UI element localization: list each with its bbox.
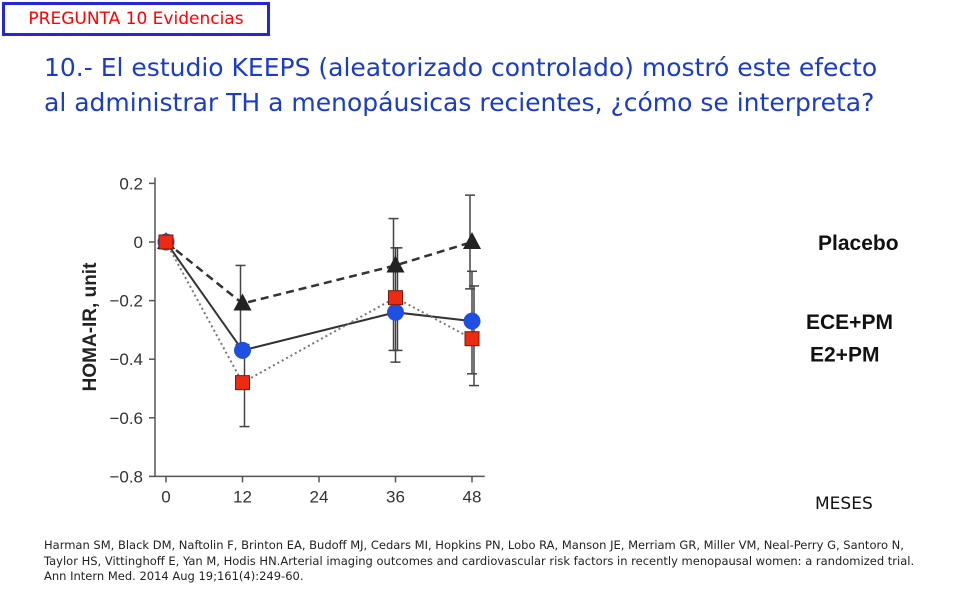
citation-line-2: Taylor HS, Vittinghoff E, Yan M, Hodis H…: [44, 553, 915, 568]
data-point-triangle: [386, 255, 405, 273]
x-tick-label: 0: [161, 487, 170, 506]
question-line-1: 10.- El estudio KEEPS (aleatorizado cont…: [44, 53, 878, 82]
y-tick-label: −0.6: [109, 409, 143, 428]
y-tick-label: −0.8: [109, 467, 143, 486]
series-line-ece-pm: [165, 241, 473, 352]
data-point-circle: [387, 303, 404, 321]
x-tick-label: 36: [386, 487, 405, 506]
citation: Harman SM, Black DM, Naftolin F, Brinton…: [44, 538, 924, 585]
series-line-e2-pm: [165, 241, 473, 385]
series-line-placebo: [165, 240, 473, 305]
x-tick-label: 12: [233, 487, 252, 506]
data-point-circle: [234, 341, 251, 359]
y-tick-label: −0.4: [109, 350, 143, 369]
x-unit-label: MESES: [815, 494, 873, 514]
data-point-triangle: [233, 293, 252, 311]
citation-line-3: Ann Intern Med. 2014 Aug 19;161(4):249-6…: [44, 569, 304, 583]
citation-line-1: Harman SM, Black DM, Naftolin F, Brinton…: [44, 538, 904, 552]
series-label: E2+PM: [810, 343, 879, 366]
question-line-2: al administrar TH a menopáusicas recient…: [44, 88, 875, 117]
y-tick-label: −0.2: [109, 292, 143, 311]
x-tick-label: 48: [463, 487, 482, 506]
series-label: ECE+PM: [806, 311, 893, 334]
data-point-square: [388, 290, 403, 306]
y-tick-label: 0: [134, 233, 143, 252]
y-tick-label: 0.2: [119, 174, 143, 193]
data-point-triangle: [463, 232, 481, 249]
y-axis-label: HOMA-IR, unit: [80, 262, 101, 391]
data-point-square: [464, 331, 480, 347]
series-label: Placebo: [818, 232, 899, 255]
homa-ir-chart: 0.2 0 −0.2 −0.4 −0.6 −0.8 0 12 24 36 48 HOMA-IR, un…: [80, 174, 899, 506]
question-tag: PREGUNTA 10 Evidencias: [2, 2, 270, 36]
data-point-circle: [463, 312, 481, 330]
data-point-square: [158, 234, 174, 250]
question-text: 10.- El estudio KEEPS (aleatorizado cont…: [44, 50, 944, 120]
data-point-square: [235, 375, 250, 391]
x-tick-label: 24: [310, 487, 329, 506]
